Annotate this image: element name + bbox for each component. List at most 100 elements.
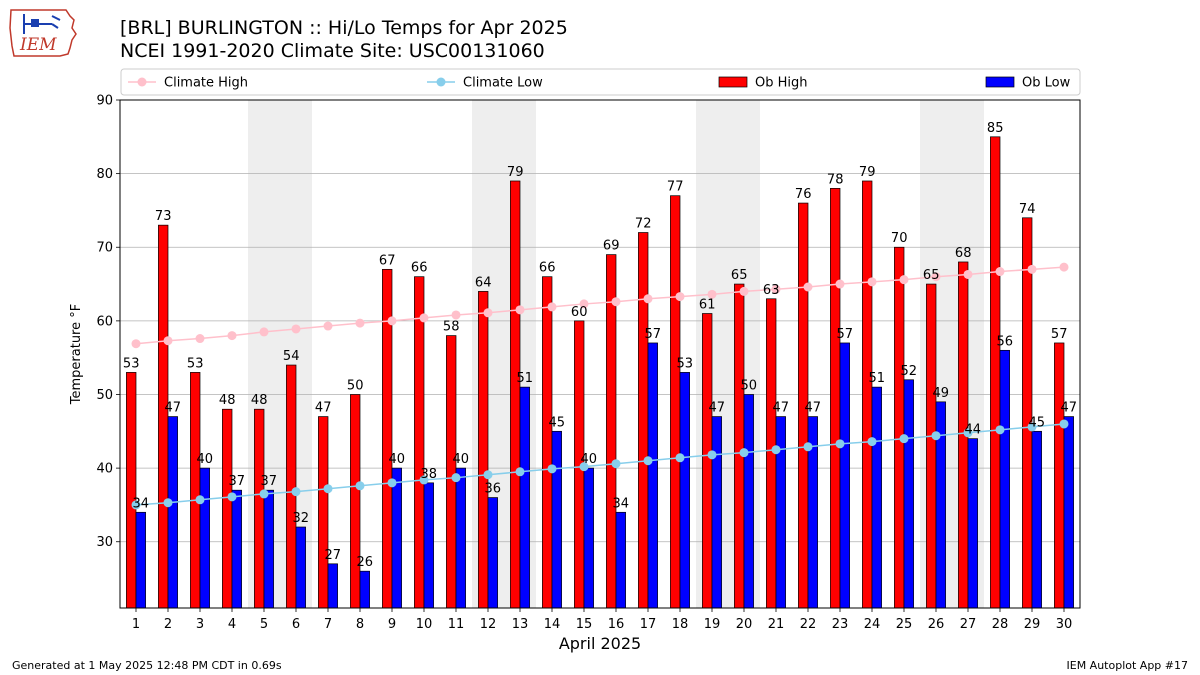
climate-high-point (579, 299, 589, 309)
climate-high-point (419, 313, 429, 323)
ob-low-bar (871, 386, 882, 609)
ob-high-label: 57 (1051, 327, 1068, 342)
ob-high-label: 53 (187, 356, 204, 371)
ob-high-label: 48 (219, 393, 236, 408)
climate-low-legend-label: Climate Low (463, 76, 543, 91)
ob-high-bar (1022, 217, 1033, 609)
y-tick-label: 40 (96, 462, 113, 477)
x-tick-label: 23 (832, 617, 849, 632)
x-tick-label: 3 (196, 617, 204, 632)
x-tick-label: 6 (292, 617, 300, 632)
ob-low-bar (455, 467, 466, 609)
ob-low-label: 45 (1029, 415, 1046, 430)
ob-high-label: 60 (571, 305, 588, 320)
ob-high-bar (254, 408, 265, 609)
ob-low-bar (519, 386, 530, 609)
x-tick-label: 14 (544, 617, 561, 632)
ob-high-bar (1054, 342, 1065, 609)
climate-high-point (259, 327, 269, 337)
ob-high-bar (670, 195, 681, 609)
ob-low-label: 47 (773, 401, 790, 416)
climate-high-point (707, 289, 717, 299)
climate-low-point (163, 498, 173, 508)
climate-high-legend-marker (137, 77, 147, 87)
ob-low-label: 44 (965, 423, 982, 438)
ob-high-label: 65 (923, 268, 940, 283)
x-tick-label: 24 (864, 617, 881, 632)
climate-high-point (963, 269, 973, 279)
ob-high-label: 73 (155, 209, 172, 224)
climate-low-point (643, 456, 653, 466)
climate-low-point (259, 489, 269, 499)
x-tick-label: 19 (704, 617, 721, 632)
ob-high-bar (702, 313, 713, 609)
x-tick-label: 17 (640, 617, 657, 632)
climate-high-point (547, 302, 557, 312)
x-tick-label: 20 (736, 617, 753, 632)
iem-logo-text: IEM (19, 35, 57, 55)
climate-high-point (899, 275, 909, 285)
climate-low-point (387, 478, 397, 488)
ob-high-label: 64 (475, 275, 492, 290)
ob-low-bar (295, 526, 306, 609)
ob-low-label: 38 (421, 467, 438, 482)
ob-high-bar (734, 283, 745, 609)
ob-low-label: 40 (389, 452, 406, 467)
app-credit: IEM Autoplot App #17 (1066, 659, 1189, 672)
climate-low-point (803, 442, 813, 452)
ob-high-bar (318, 416, 329, 609)
ob-low-label: 40 (197, 452, 214, 467)
ob-high-bar (926, 283, 937, 609)
ob-low-label: 32 (293, 511, 310, 526)
ob-high-label: 72 (635, 217, 652, 232)
climate-high-point (867, 277, 877, 287)
ob-low-bar (583, 467, 594, 609)
x-tick-label: 18 (672, 617, 689, 632)
ob-low-bar (327, 563, 338, 609)
ob-low-label: 51 (869, 371, 886, 386)
climate-low-point (323, 484, 333, 494)
x-tick-label: 11 (448, 617, 465, 632)
ob-high-label: 79 (507, 165, 524, 180)
ob-high-bar (542, 276, 553, 609)
x-tick-label: 25 (896, 617, 913, 632)
ob-low-label: 57 (837, 327, 854, 342)
ob-low-bar (839, 342, 850, 609)
ob-low-bar (967, 438, 978, 609)
climate-high-point (227, 331, 237, 341)
ob-high-bar (414, 276, 425, 609)
climate-high-point (675, 292, 685, 302)
y-tick-label: 70 (96, 241, 113, 256)
climate-high-point (995, 267, 1005, 277)
x-tick-label: 7 (324, 617, 332, 632)
ob-low-bar (1063, 416, 1074, 609)
climate-low-point (771, 445, 781, 455)
y-axis-title: Temperature °F (69, 304, 84, 405)
chart-title: [BRL] BURLINGTON :: Hi/Lo Temps for Apr … (120, 17, 568, 39)
climate-high-point (195, 334, 205, 344)
ob-high-label: 63 (763, 283, 780, 298)
ob-low-label: 34 (613, 496, 630, 511)
climate-high-point (323, 321, 333, 331)
ob-high-bar (190, 372, 201, 609)
ob-high-bar (510, 180, 521, 609)
climate-high-point (483, 308, 493, 318)
iowa-state-outline-icon (9, 9, 77, 57)
x-tick-label: 22 (800, 617, 817, 632)
ob-low-label: 45 (549, 415, 566, 430)
climate-low-point (419, 475, 429, 485)
ob-low-label: 51 (517, 371, 534, 386)
ob-high-label: 66 (539, 261, 556, 276)
plot-frame (119, 99, 1081, 609)
ob-low-label: 53 (677, 356, 694, 371)
climate-high-point (803, 282, 813, 292)
climate-low-legend-marker (436, 77, 446, 87)
climate-high-point (611, 297, 621, 307)
ob-low-legend-label: Ob Low (1022, 76, 1071, 91)
climate-low-point (899, 434, 909, 444)
generated-timestamp: Generated at 1 May 2025 12:48 PM CDT in … (12, 659, 282, 672)
climate-low-point (579, 462, 589, 472)
ob-low-bar (359, 570, 370, 609)
climate-high-line (135, 266, 1065, 345)
